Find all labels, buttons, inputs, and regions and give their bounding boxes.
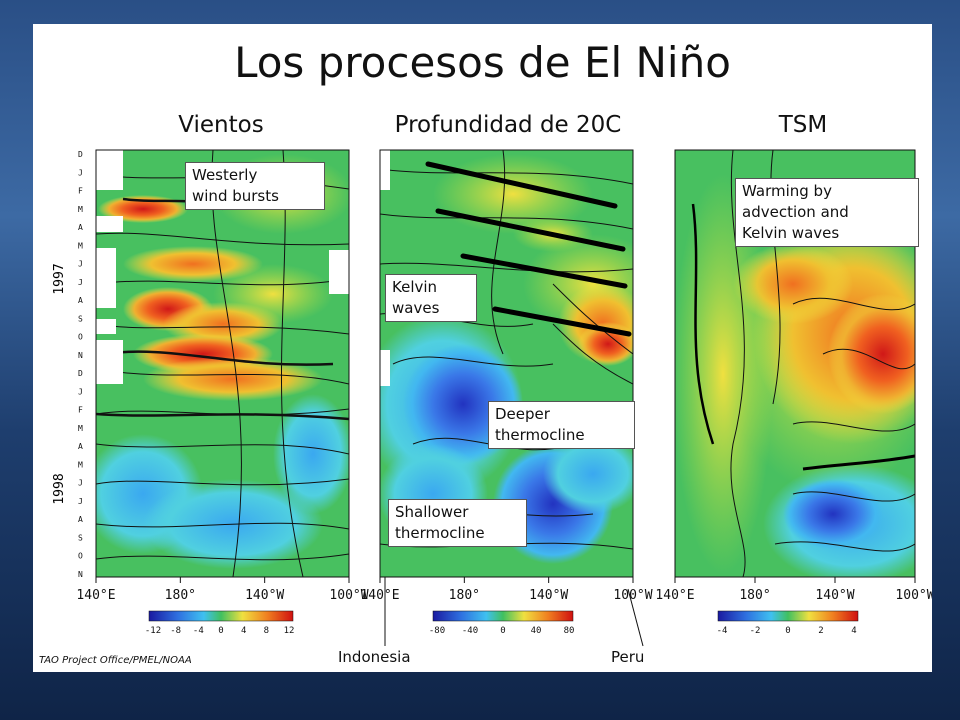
x-tick-p2-0: 140°E xyxy=(655,588,694,603)
label-deeper-line2: thermocline xyxy=(495,426,585,444)
month-tick-2: F xyxy=(78,187,83,196)
colorbar-tick-p1-2: 0 xyxy=(500,626,505,636)
month-tick-5: M xyxy=(78,241,83,250)
slide: Los procesos de El Niño Vientos Profundi… xyxy=(33,24,932,672)
slide-title: Los procesos de El Niño xyxy=(234,38,731,87)
month-tick-6: J xyxy=(78,260,83,269)
x-tick-p1-0: 140°E xyxy=(360,588,399,603)
colorbar-tick-p0-1: -8 xyxy=(170,626,181,636)
month-tick-8: A xyxy=(78,296,83,305)
month-tick-12: D xyxy=(78,369,83,378)
month-tick-19: J xyxy=(78,497,83,506)
x-tick-p0-2: 140°W xyxy=(245,588,284,603)
year-label-1997: 1997 xyxy=(52,263,67,294)
colorbar-tick-p0-3: 0 xyxy=(218,626,223,636)
panel-profundidad-frame xyxy=(379,149,634,578)
colorbar-tick-p1-3: 40 xyxy=(531,626,542,636)
label-shallower-line1: Shallower xyxy=(395,503,469,521)
label-deeper-thermocline: Deeper thermocline xyxy=(488,401,635,449)
credit-text: TAO Project Office/PMEL/NOAA xyxy=(39,655,192,666)
colorbar-tick-p2-4: 4 xyxy=(851,626,856,636)
month-tick-11: N xyxy=(78,351,83,360)
month-tick-21: S xyxy=(78,533,83,542)
month-tick-20: A xyxy=(78,515,83,524)
colorbar-tick-p2-2: 0 xyxy=(785,626,790,636)
colorbar-tick-p0-6: 12 xyxy=(284,626,295,636)
month-tick-18: J xyxy=(78,479,83,488)
month-tick-3: M xyxy=(78,205,83,214)
panel-title-vientos: Vientos xyxy=(178,112,264,138)
label-westerly-line2: wind bursts xyxy=(192,187,279,205)
label-shallower-line2: thermocline xyxy=(395,524,485,542)
peru-pointer xyxy=(627,588,644,647)
x-tick-p0-3: 100°W xyxy=(329,588,368,603)
panel-vientos xyxy=(96,150,349,577)
month-tick-4: A xyxy=(78,223,83,232)
colorbar-tick-p0-4: 4 xyxy=(241,626,246,636)
month-tick-0: D xyxy=(78,150,83,159)
colorbar-ticks: -12 -8 -4 0 4 8 12 -80 -40 0 40 80 -4 -2 0 2 4 xyxy=(145,626,857,636)
x-tick-p0-1: 180° xyxy=(165,588,196,603)
month-tick-13: J xyxy=(78,387,83,396)
colorbar-tick-p2-0: -4 xyxy=(717,626,728,636)
month-tick-10: O xyxy=(78,333,83,342)
colorbar-tick-p2-3: 2 xyxy=(818,626,823,636)
label-warming-line2: advection and xyxy=(742,203,849,221)
colorbar-tick-p0-2: -4 xyxy=(193,626,204,636)
month-tick-17: M xyxy=(78,460,83,469)
year-label-1998: 1998 xyxy=(52,473,67,504)
panel-title-profundidad: Profundidad de 20C xyxy=(394,112,622,138)
x-tick-p2-1: 180° xyxy=(739,588,770,603)
colorbar-tick-p1-1: -40 xyxy=(462,626,478,636)
month-tick-9: S xyxy=(78,314,83,323)
month-tick-16: A xyxy=(78,442,83,451)
panel-vientos-frame xyxy=(95,149,350,578)
label-warming-line1: Warming by xyxy=(742,182,832,200)
colorbar-vientos xyxy=(148,610,294,622)
colorbar-tick-p0-0: -12 xyxy=(145,626,161,636)
month-tick-1: J xyxy=(78,168,83,177)
panel-tsm-frame xyxy=(674,149,916,578)
x-tick-p1-2: 140°W xyxy=(529,588,568,603)
label-deeper-line1: Deeper xyxy=(495,405,550,423)
label-indonesia: Indonesia xyxy=(338,648,411,666)
colorbar-tick-p0-5: 8 xyxy=(264,626,269,636)
colorbar-profundidad xyxy=(432,610,574,622)
month-tick-23: N xyxy=(78,570,83,579)
x-tick-p0-0: 140°E xyxy=(76,588,115,603)
month-tick-22: O xyxy=(78,552,83,561)
panel-title-tsm: TSM xyxy=(778,112,828,138)
month-tick-15: M xyxy=(78,424,83,433)
colorbar-tsm xyxy=(717,610,859,622)
x-tick-p1-3: 100°W xyxy=(613,588,652,603)
x-tick-p2-3: 100°W xyxy=(895,588,932,603)
month-tick-7: J xyxy=(78,278,83,287)
label-westerly-line1: Westerly xyxy=(192,166,258,184)
colorbar-tick-p1-0: -80 xyxy=(429,626,445,636)
label-shallower-thermocline: Shallower thermocline xyxy=(388,499,527,547)
label-kelvin-waves: Kelvin waves xyxy=(385,274,477,322)
label-warming: Warming by advection and Kelvin waves xyxy=(735,178,919,247)
month-tick-14: F xyxy=(78,406,83,415)
label-peru: Peru xyxy=(611,648,645,666)
label-kelvin-line1: Kelvin xyxy=(392,278,438,296)
x-tick-p2-2: 140°W xyxy=(815,588,854,603)
label-kelvin-line2: waves xyxy=(392,299,440,317)
colorbar-tick-p2-1: -2 xyxy=(750,626,761,636)
colorbar-tick-p1-4: 80 xyxy=(564,626,575,636)
x-tick-p1-1: 180° xyxy=(449,588,480,603)
label-warming-line3: Kelvin waves xyxy=(742,224,840,242)
label-westerly-wind-bursts: Westerly wind bursts xyxy=(185,162,325,210)
